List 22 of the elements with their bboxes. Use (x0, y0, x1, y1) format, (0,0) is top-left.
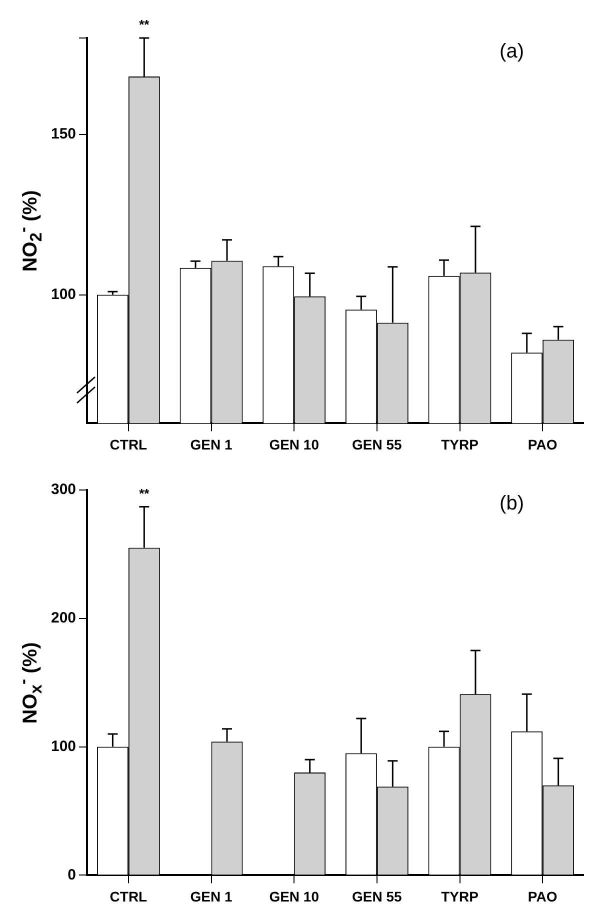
x-tick-label: GEN 10 (269, 888, 320, 904)
annotation: ** (139, 486, 150, 501)
x-tick-label: CTRL (110, 436, 148, 452)
y-tick-label: 200 (50, 610, 76, 627)
y-tick-label: 100 (50, 738, 76, 755)
x-tick-label: PAO (528, 436, 558, 452)
annotation: (b) (500, 492, 524, 515)
text: ** (139, 17, 150, 32)
annotation: (a) (500, 40, 524, 63)
x-tick-label: GEN 1 (190, 436, 232, 452)
x-tick-label: GEN 55 (352, 888, 402, 904)
y-tick-label: 0 (68, 866, 76, 884)
y-tick-label: 300 (50, 481, 76, 498)
x-tick-label: TYRP (441, 888, 478, 904)
y-tick-label: 150 (50, 125, 76, 142)
x-tick-label: GEN 10 (269, 436, 320, 452)
x-tick-label: GEN 1 (190, 888, 232, 904)
x-tick-label: PAO (528, 888, 558, 904)
x-tick-label: TYRP (441, 436, 478, 452)
y-tick-label: 100 (50, 286, 76, 303)
x-tick-label: CTRL (110, 888, 148, 904)
x-tick-label: GEN 55 (352, 436, 402, 452)
